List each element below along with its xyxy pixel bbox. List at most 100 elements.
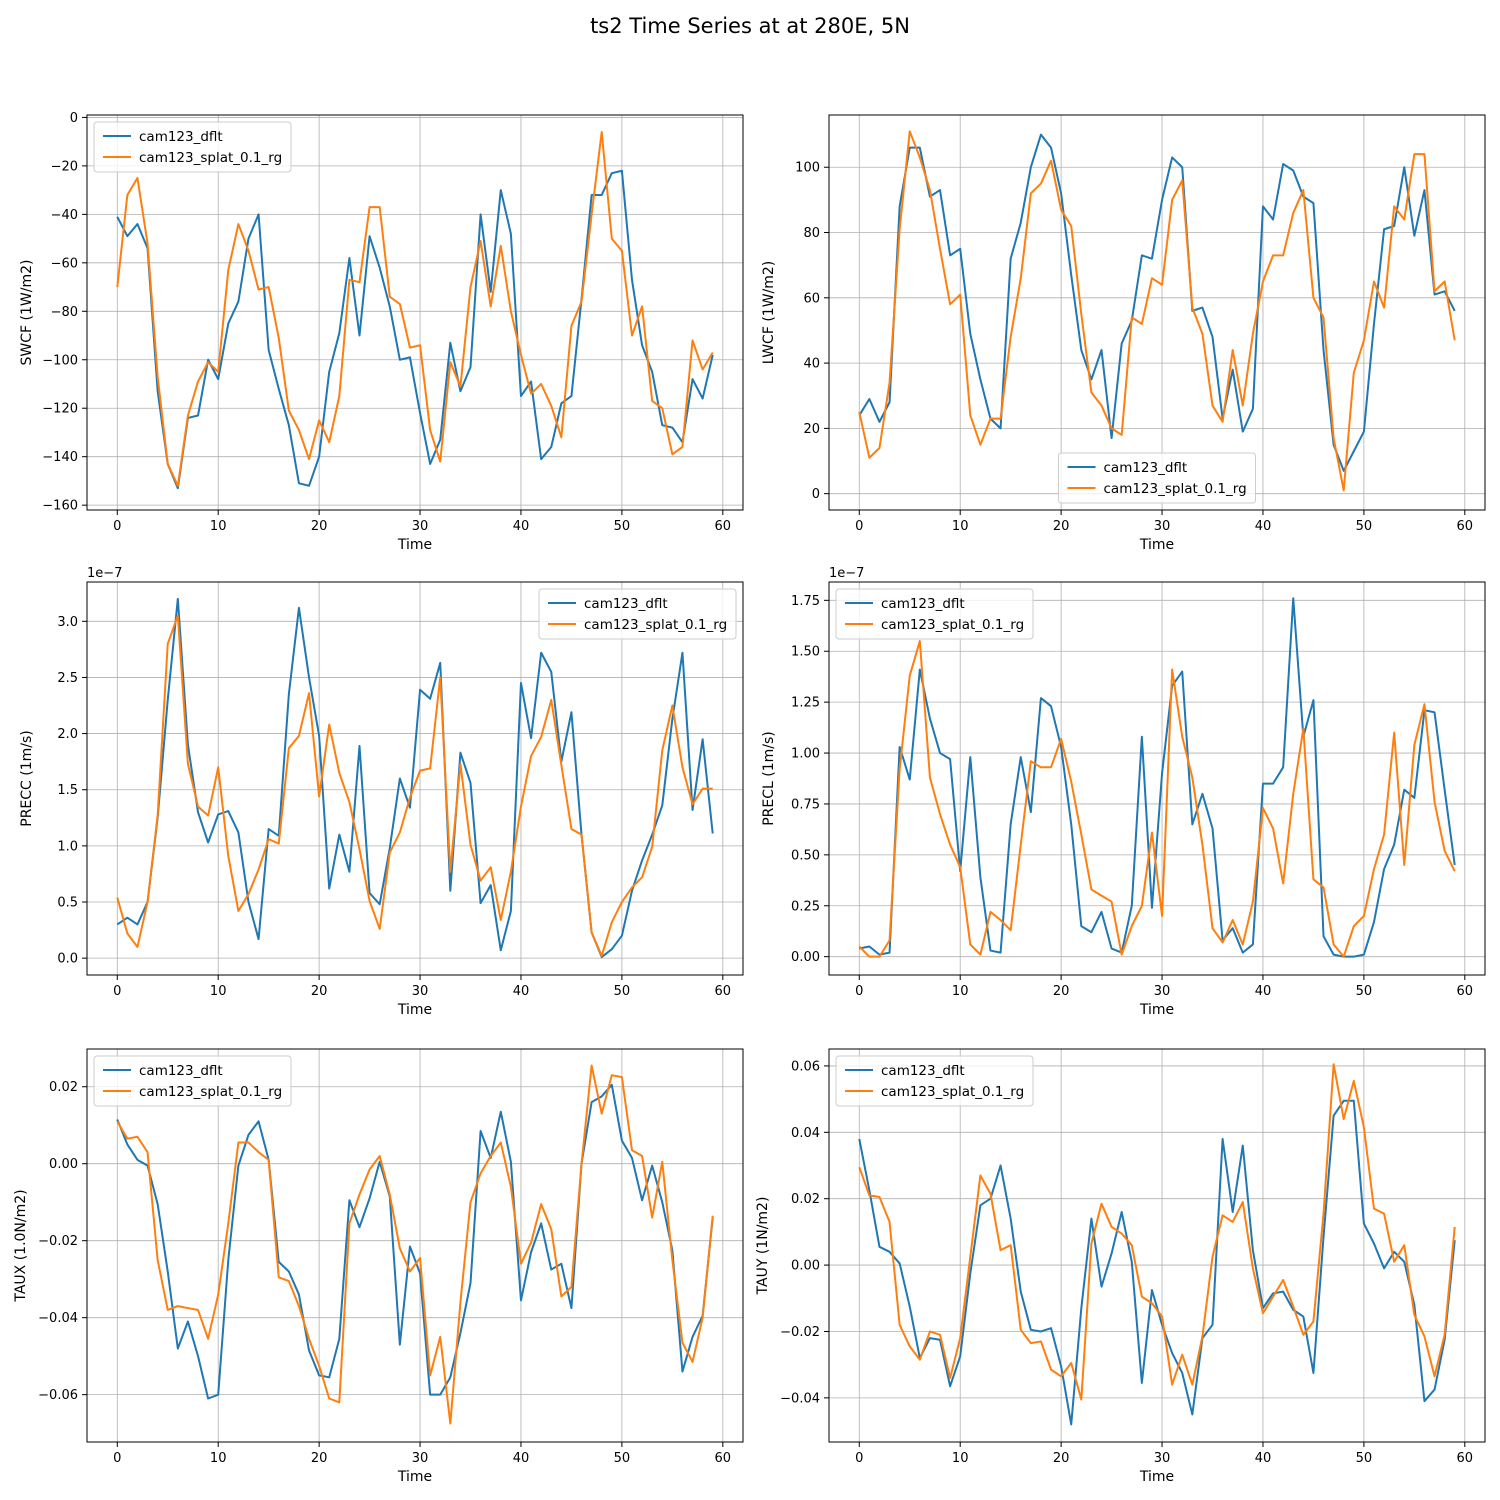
y-tick-label: 1.75 — [791, 594, 820, 609]
legend-label: cam123_splat_0.1_rg — [881, 617, 1024, 633]
y-axis-label: LWCF (1W/m2) — [761, 261, 777, 365]
y-tick-label: 0.02 — [791, 1192, 820, 1207]
x-axis-label: Time — [1139, 1469, 1174, 1485]
axes-frame — [828, 581, 1486, 976]
x-tick-label: 50 — [1356, 1451, 1373, 1466]
x-tick-label: 0 — [113, 519, 121, 534]
y-tick-label: 0.00 — [791, 950, 820, 965]
y-tick-label: −160 — [42, 499, 78, 514]
x-tick-label: 40 — [513, 1451, 530, 1466]
x-tick-label: 60 — [1457, 519, 1474, 534]
y-tick-label: 1.5 — [57, 783, 78, 798]
x-tick-label: 40 — [1255, 519, 1272, 534]
axes-frame — [828, 1048, 1486, 1443]
x-tick-label: 40 — [1255, 984, 1272, 999]
subplot-4: 0 10 20 30 40 50 60 0.00 0.25 0.50 0.75 1.00 1.25 1.5… — [761, 566, 1486, 1018]
series-line-cam123_dflt — [116, 597, 714, 959]
x-tick-label: 30 — [412, 1451, 429, 1466]
legend-box — [538, 588, 737, 640]
subplot-3: 0 10 20 30 40 50 60 0.0 0.5 1.0 1.5 2.0 2.5 3.0 Time PR… — [19, 566, 744, 1018]
x-tick-label: 50 — [614, 1451, 631, 1466]
y-axis-label: PRECL (1m/s) — [761, 731, 777, 826]
y-tick-label: −120 — [42, 402, 78, 417]
legend: cam123_dflt cam123_splat_0.1_rg — [1058, 452, 1256, 504]
x-tick-label: 20 — [1053, 984, 1070, 999]
series-line-cam123_dflt — [859, 597, 1456, 958]
x-axis-label: Time — [397, 1469, 432, 1485]
legend: cam123_dflt cam123_splat_0.1_rg — [93, 1055, 292, 1107]
x-tick-label: 60 — [1457, 1451, 1474, 1466]
legend: cam123_dflt cam123_splat_0.1_rg — [93, 121, 292, 173]
subplot-5: 0 10 20 30 40 50 60 0.02 0.00 −0.02 −0.04 −0.06 Time… — [13, 1048, 744, 1485]
legend-label: cam123_dflt — [881, 596, 965, 612]
axes-frame — [86, 581, 744, 976]
x-tick-label: 20 — [311, 984, 328, 999]
legend-box — [835, 1055, 1034, 1107]
y-tick-label: −40 — [51, 208, 78, 223]
x-tick-label: 30 — [1154, 519, 1171, 534]
y-axis-label: TAUY (1N/m2) — [755, 1197, 771, 1296]
y-tick-label: 0 — [812, 487, 820, 502]
x-tick-label: 60 — [715, 519, 732, 534]
subplot-1: 0 10 20 30 40 50 60 0 −20 −40 −60 −80 −100 −120 −140 −1… — [19, 111, 744, 553]
y-tick-label: −20 — [51, 159, 78, 174]
y-tick-label: −0.04 — [38, 1311, 78, 1326]
x-axis-label: Time — [397, 537, 432, 553]
series-line-cam123_splat_0.1_rg — [858, 1063, 1456, 1401]
y-tick-label: 0.06 — [791, 1059, 820, 1074]
x-tick-label: 50 — [614, 984, 631, 999]
y-tick-label: 0.0 — [57, 952, 78, 967]
y-axis-label: TAUX (1.0N/m2) — [13, 1189, 29, 1302]
y-axis-exponent: 1e−7 — [87, 566, 122, 581]
y-tick-label: 2.5 — [57, 671, 78, 686]
x-tick-label: 0 — [855, 1451, 863, 1466]
y-tick-label: 0.50 — [791, 848, 820, 863]
subplot-2: 0 10 20 30 40 50 60 0 20 40 60 80 100 Time LWCF (1W/m2… — [761, 114, 1486, 553]
x-axis-label: Time — [1139, 1002, 1174, 1018]
y-tick-label: 0.5 — [57, 896, 78, 911]
y-tick-label: 0.75 — [791, 797, 820, 812]
legend: cam123_dflt cam123_splat_0.1_rg — [538, 588, 737, 640]
series-line-cam123_splat_0.1_rg — [116, 130, 714, 487]
axes-frame — [828, 114, 1486, 511]
x-tick-label: 0 — [855, 519, 863, 534]
x-tick-label: 50 — [614, 519, 631, 534]
y-tick-label: −60 — [51, 256, 78, 271]
figure-title: ts2 Time Series at at 280E, 5N — [590, 14, 910, 38]
x-tick-label: 30 — [412, 519, 429, 534]
series-line-cam123_splat_0.1_rg — [116, 1064, 714, 1425]
axes-frame — [86, 1048, 744, 1443]
y-tick-label: 2.0 — [57, 727, 78, 742]
x-tick-label: 40 — [513, 984, 530, 999]
legend-box — [93, 1055, 292, 1107]
legend-box — [1058, 452, 1256, 504]
x-tick-label: 10 — [952, 1451, 969, 1466]
legend-label: cam123_splat_0.1_rg — [139, 150, 282, 166]
legend: cam123_dflt cam123_splat_0.1_rg — [835, 1055, 1034, 1107]
x-axis-label: Time — [1139, 537, 1174, 553]
legend-label: cam123_dflt — [584, 596, 668, 612]
series-line-cam123_splat_0.1_rg — [858, 130, 1456, 492]
legend-label: cam123_dflt — [139, 1063, 223, 1079]
y-tick-label: 60 — [803, 291, 820, 306]
legend-label: cam123_splat_0.1_rg — [584, 617, 727, 633]
y-tick-label: −0.02 — [38, 1234, 78, 1249]
legend-label: cam123_splat_0.1_rg — [139, 1084, 282, 1100]
y-tick-label: −0.06 — [38, 1388, 78, 1403]
series-line-cam123_dflt — [858, 1099, 1456, 1426]
y-axis-exponent: 1e−7 — [829, 566, 864, 581]
x-tick-label: 50 — [1356, 519, 1373, 534]
x-tick-label: 60 — [715, 984, 732, 999]
y-tick-label: 1.50 — [791, 645, 820, 660]
series-line-cam123_splat_0.1_rg — [116, 614, 713, 957]
y-tick-label: 40 — [803, 357, 820, 372]
y-tick-label: 20 — [803, 422, 820, 437]
y-tick-label: 0.04 — [791, 1126, 820, 1141]
x-tick-label: 30 — [1154, 984, 1171, 999]
y-tick-label: −0.02 — [780, 1325, 820, 1340]
legend-box — [835, 588, 1034, 640]
y-tick-label: 0 — [70, 111, 78, 126]
legend-label: cam123_splat_0.1_rg — [881, 1084, 1024, 1100]
x-axis-label: Time — [397, 1002, 432, 1018]
